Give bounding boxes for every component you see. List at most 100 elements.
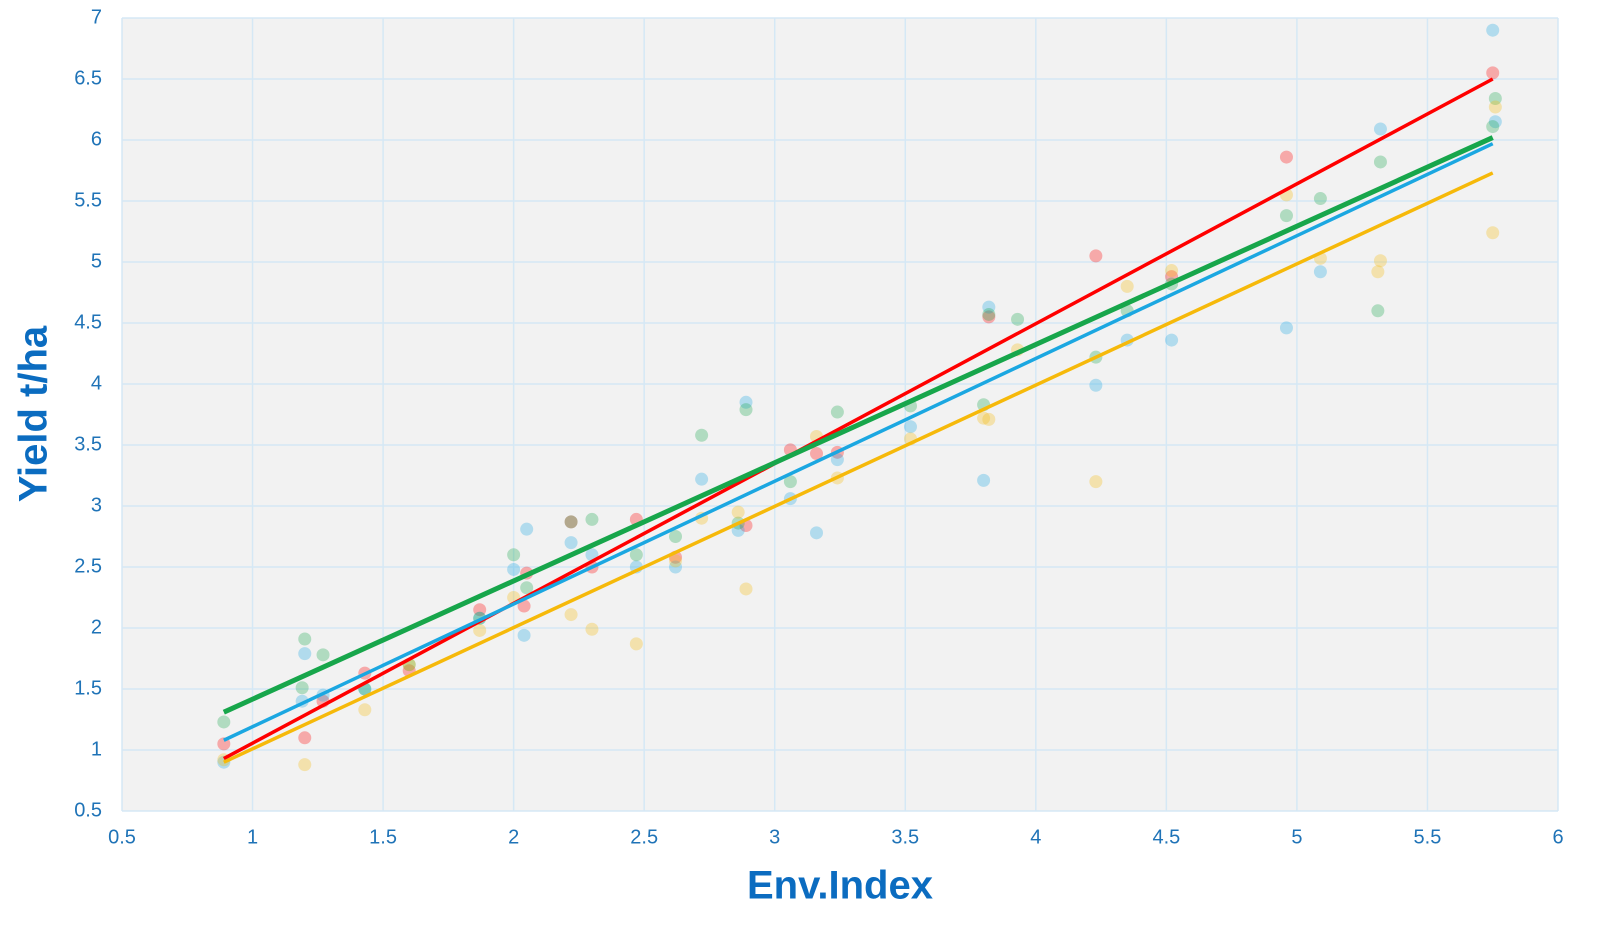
point — [982, 300, 996, 314]
point — [217, 737, 231, 751]
y-tick-label: 3.5 — [74, 433, 102, 455]
point — [739, 395, 753, 409]
point — [217, 715, 231, 729]
point — [473, 623, 487, 637]
trend-line — [222, 135, 1494, 715]
point — [903, 420, 917, 434]
point — [1371, 304, 1385, 318]
point — [830, 453, 844, 467]
point — [564, 608, 578, 622]
point — [298, 758, 312, 772]
x-tick-label: 1 — [247, 826, 258, 848]
y-tick-label: 1.5 — [74, 677, 102, 699]
point — [517, 628, 531, 642]
point — [1089, 475, 1103, 489]
point — [1488, 92, 1502, 106]
x-tick-label: 2.5 — [630, 826, 658, 848]
x-tick-label: 1.5 — [369, 826, 397, 848]
point — [830, 405, 844, 419]
point — [982, 310, 996, 324]
y-tick-label: 7 — [91, 6, 102, 28]
point — [977, 411, 991, 425]
point — [1371, 265, 1385, 279]
point — [1486, 226, 1500, 240]
point — [731, 505, 745, 519]
point — [739, 582, 753, 596]
point — [1373, 155, 1387, 169]
plot-area — [122, 18, 1558, 811]
point — [1120, 279, 1134, 293]
point — [669, 554, 683, 568]
point — [1488, 115, 1502, 129]
point — [358, 703, 372, 717]
point — [585, 622, 599, 636]
y-tick-label: 4 — [91, 372, 102, 394]
x-tick-label: 2 — [508, 826, 519, 848]
point — [507, 562, 521, 576]
y-tick-label: 6 — [91, 128, 102, 150]
point — [810, 447, 824, 461]
point — [298, 647, 312, 661]
y-tick-label: 2.5 — [74, 555, 102, 577]
x-tick-label: 4.5 — [1152, 826, 1180, 848]
y-tick-label: 2 — [91, 616, 102, 638]
point — [298, 731, 312, 745]
y-tick-label: 5 — [91, 250, 102, 272]
point — [810, 526, 824, 540]
point — [295, 681, 309, 695]
point — [1313, 192, 1327, 206]
y-tick-label: 1 — [91, 738, 102, 760]
point — [564, 515, 578, 529]
point — [316, 648, 330, 662]
x-tick-label: 5 — [1291, 826, 1302, 848]
x-tick-label: 3 — [769, 826, 780, 848]
point — [1089, 249, 1103, 263]
point — [298, 632, 312, 646]
y-tick-label: 5.5 — [74, 189, 102, 211]
point — [1486, 23, 1500, 37]
x-tick-label: 0.5 — [108, 826, 136, 848]
trend-line — [223, 171, 1494, 764]
point — [982, 412, 996, 426]
point — [1279, 321, 1293, 335]
x-tick-label: 5.5 — [1414, 826, 1442, 848]
point — [1488, 100, 1502, 114]
y-tick-label: 0.5 — [74, 799, 102, 821]
x-axis-title: Env.Index — [747, 864, 933, 908]
x-tick-label: 3.5 — [891, 826, 919, 848]
point — [731, 523, 745, 537]
point — [695, 428, 709, 442]
point — [1313, 265, 1327, 279]
point — [783, 475, 797, 489]
point — [520, 522, 534, 536]
y-tick-label: 6.5 — [74, 67, 102, 89]
point — [1279, 209, 1293, 223]
point — [564, 515, 578, 529]
point — [977, 473, 991, 487]
point — [1165, 333, 1179, 347]
point — [739, 403, 753, 417]
point — [520, 581, 534, 595]
point — [1486, 66, 1500, 80]
point — [564, 536, 578, 550]
trend-line — [223, 142, 1494, 742]
x-tick-label: 6 — [1552, 826, 1563, 848]
point — [982, 307, 996, 321]
point — [1373, 122, 1387, 136]
point — [1486, 120, 1500, 134]
point — [585, 512, 599, 526]
y-tick-label: 4.5 — [74, 311, 102, 333]
y-tick-label: 3 — [91, 494, 102, 516]
point — [1089, 378, 1103, 392]
point — [507, 548, 521, 562]
trend-line — [222, 77, 1494, 761]
point — [517, 599, 531, 613]
x-tick-label: 4 — [1030, 826, 1041, 848]
point — [669, 560, 683, 574]
y-axis-title: Yield t/ha — [12, 325, 56, 502]
point — [473, 603, 487, 617]
point — [1011, 312, 1025, 326]
point — [669, 530, 683, 543]
point — [1165, 264, 1179, 278]
